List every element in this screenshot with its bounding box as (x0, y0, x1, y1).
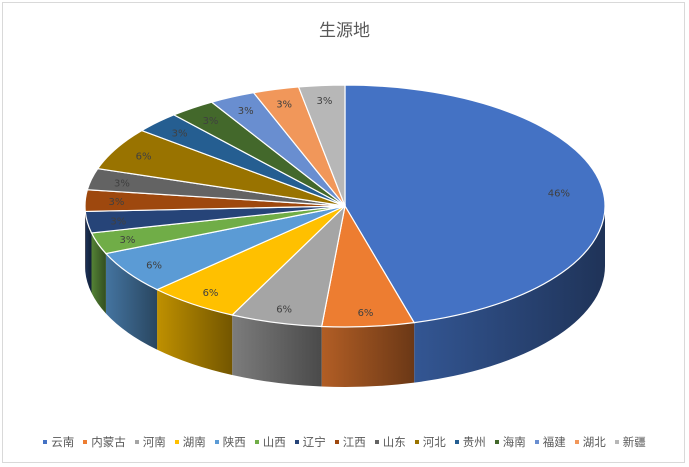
legend-label: 云南 (51, 435, 75, 449)
legend-swatch (294, 440, 299, 444)
legend-label: 贵州 (462, 435, 486, 449)
legend-item: 江西 (334, 434, 366, 450)
slice-side-内蒙古 (321, 322, 415, 387)
chart-area (2, 2, 685, 463)
legend-label: 湖南 (182, 435, 206, 449)
data-label: 3% (108, 197, 124, 208)
legend-swatch (174, 440, 179, 444)
data-label: 6% (358, 308, 374, 319)
data-label: 46% (548, 189, 570, 200)
chart-title: 生源地 (319, 21, 370, 41)
legend-swatch (494, 440, 499, 444)
slice-云南[interactable] (344, 84, 606, 324)
legend-item: 山东 (374, 434, 406, 450)
data-label: 3% (172, 128, 188, 139)
legend-item: 云南 (43, 434, 74, 450)
legend-swatch (454, 440, 459, 444)
legend-item: 河南 (134, 434, 166, 450)
legend-item: 湖南 (174, 434, 206, 450)
slice-side-云南 (414, 206, 605, 383)
data-label: 3% (317, 96, 333, 107)
legend-label: 河南 (142, 435, 166, 449)
slice-side-陕西 (105, 253, 158, 350)
legend-swatch (574, 440, 579, 444)
data-label: 6% (203, 288, 219, 299)
legend-label: 陕西 (222, 435, 246, 449)
slice-side-辽宁 (85, 211, 92, 293)
legend-swatch (254, 440, 259, 444)
legend-swatch (614, 440, 619, 444)
legend-item: 湖北 (574, 434, 606, 450)
legend-item: 辽宁 (294, 434, 326, 450)
legend-label: 河北 (422, 435, 446, 449)
legend-swatch (534, 440, 539, 444)
data-label: 3% (276, 99, 292, 110)
data-label: 3% (203, 116, 219, 127)
legend: 云南 内蒙古 河南 湖南 陕西 山西 辽宁 江西 山东 河北 贵州 海南 福建 湖北 新疆 (0, 434, 689, 450)
legend-item: 河北 (414, 434, 446, 450)
data-label: 3% (119, 235, 135, 246)
legend-label: 江西 (342, 435, 366, 449)
legend-item: 陕西 (214, 434, 246, 450)
pie-sides (85, 206, 605, 387)
slice-side-河南 (232, 315, 322, 387)
legend-label: 山西 (262, 435, 286, 449)
legend-label: 山东 (382, 435, 406, 449)
legend-swatch (374, 440, 379, 444)
legend-item: 内蒙古 (83, 434, 126, 450)
legend-swatch (334, 440, 339, 444)
legend-item: 海南 (494, 434, 526, 450)
slice-新疆[interactable] (297, 84, 346, 207)
legend-label: 新疆 (622, 435, 646, 449)
legend-label: 辽宁 (302, 435, 326, 449)
legend-swatch (214, 440, 219, 444)
data-label: 6% (146, 261, 162, 272)
legend-swatch (83, 440, 88, 444)
legend-item: 贵州 (454, 434, 486, 450)
legend-swatch (43, 440, 48, 444)
legend-swatch (134, 440, 139, 444)
legend-label: 海南 (502, 435, 526, 449)
legend-swatch (414, 440, 419, 444)
legend-item: 山西 (254, 434, 286, 450)
slice-side-山西 (91, 232, 106, 314)
data-label: 6% (276, 305, 292, 316)
data-label: 6% (136, 152, 152, 163)
legend-label: 湖北 (582, 435, 606, 449)
data-label: 3% (114, 178, 130, 189)
data-label: 3% (238, 106, 254, 117)
data-label: 3% (110, 216, 126, 227)
legend-label: 福建 (542, 435, 566, 449)
legend-item: 福建 (534, 434, 566, 450)
legend-label: 内蒙古 (91, 435, 126, 449)
legend-item: 新疆 (614, 434, 646, 450)
